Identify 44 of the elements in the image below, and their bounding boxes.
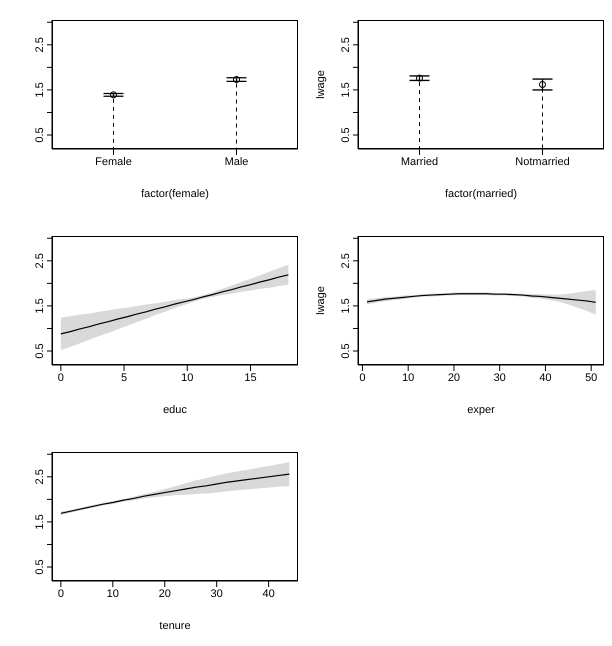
y-tick-label: 2.5 [340, 37, 352, 52]
x-tick-label: Male [224, 156, 248, 168]
x-tick-label: 10 [402, 372, 414, 384]
y-tick-label: 0.5 [340, 127, 352, 143]
y-tick-label: 1.5 [34, 298, 46, 314]
x-tick-label: 50 [585, 372, 598, 384]
x-tick-label: 0 [359, 372, 366, 384]
x-tick-label: Notmarried [515, 156, 570, 168]
line-series [60, 274, 289, 334]
x-tick-label: Married [400, 156, 438, 168]
x-axis-title: tenure [159, 620, 191, 632]
x-axis-title: factor(female) [141, 188, 209, 200]
x-axis-title: factor(married) [444, 188, 518, 200]
x-tick-label: 10 [106, 588, 119, 600]
x-axis-title: exper [467, 404, 496, 416]
y-tick-label: 0.5 [340, 343, 352, 359]
y-tick-label: 1.5 [34, 514, 46, 530]
y-tick-label: 1.5 [34, 82, 46, 98]
line-series [366, 293, 596, 303]
x-tick-label: 15 [244, 372, 257, 384]
y-tick-label: 2.5 [34, 253, 46, 268]
x-tick-label: 5 [120, 372, 128, 384]
y-tick-label: 0.5 [34, 127, 46, 143]
x-tick-label: 0 [58, 372, 64, 384]
x-tick-label: 20 [448, 372, 460, 384]
x-tick-label: 30 [210, 588, 223, 600]
y-tick-label: 2.5 [34, 469, 46, 484]
y-tick-label: 0.5 [34, 559, 46, 575]
x-tick-label: 40 [539, 372, 552, 384]
y-axis-title: lwage [314, 70, 327, 99]
x-tick-label: Female [95, 156, 132, 168]
y-tick-label: 2.5 [340, 253, 352, 268]
y-tick-label: 2.5 [34, 37, 46, 52]
x-axis-title: educ [163, 404, 188, 416]
y-tick-label: 1.5 [340, 82, 352, 98]
x-tick-label: 40 [262, 588, 275, 600]
y-axis-title: lwage [314, 286, 327, 315]
x-tick-label: 0 [58, 588, 64, 600]
x-tick-label: 20 [158, 588, 171, 600]
line-series [60, 474, 290, 514]
y-tick-label: 0.5 [34, 343, 46, 359]
x-tick-label: 30 [494, 372, 506, 384]
y-tick-label: 1.5 [340, 298, 352, 314]
x-tick-label: 10 [181, 372, 194, 384]
